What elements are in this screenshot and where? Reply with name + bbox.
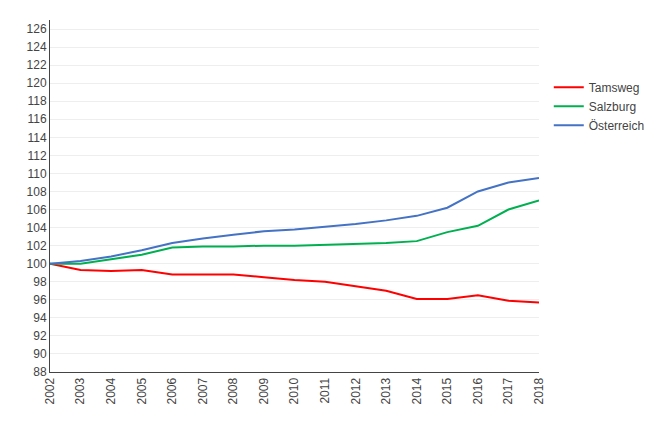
svg-text:Tamsweg: Tamsweg: [589, 81, 640, 95]
svg-text:2012: 2012: [349, 377, 363, 404]
svg-text:2009: 2009: [257, 377, 271, 404]
svg-text:2016: 2016: [471, 377, 485, 404]
svg-text:2003: 2003: [73, 377, 87, 404]
svg-text:96: 96: [33, 293, 47, 307]
svg-text:104: 104: [27, 221, 47, 235]
svg-text:90: 90: [33, 347, 47, 361]
svg-text:124: 124: [27, 40, 47, 54]
svg-text:Österreich: Österreich: [589, 119, 644, 133]
svg-text:120: 120: [27, 76, 47, 90]
svg-text:112: 112: [27, 149, 46, 163]
svg-text:126: 126: [27, 22, 47, 36]
svg-text:2008: 2008: [226, 377, 240, 404]
svg-text:Salzburg: Salzburg: [589, 100, 636, 114]
svg-text:2013: 2013: [379, 377, 393, 404]
svg-text:102: 102: [27, 239, 47, 253]
svg-text:2004: 2004: [104, 377, 118, 404]
svg-text:2011: 2011: [318, 377, 332, 403]
svg-text:2015: 2015: [440, 377, 454, 404]
svg-text:92: 92: [33, 329, 47, 343]
svg-text:122: 122: [27, 58, 47, 72]
svg-text:2014: 2014: [410, 377, 424, 404]
svg-text:2006: 2006: [165, 377, 179, 404]
svg-text:2005: 2005: [135, 377, 149, 404]
svg-text:2017: 2017: [501, 377, 515, 404]
svg-text:2007: 2007: [196, 377, 210, 404]
svg-text:108: 108: [27, 185, 47, 199]
svg-text:94: 94: [33, 311, 47, 325]
svg-text:2002: 2002: [43, 377, 57, 404]
svg-text:98: 98: [33, 275, 47, 289]
svg-text:2018: 2018: [532, 377, 546, 404]
svg-text:2010: 2010: [287, 377, 301, 404]
svg-text:106: 106: [27, 203, 47, 217]
svg-text:114: 114: [27, 131, 46, 145]
svg-text:100: 100: [27, 257, 47, 271]
svg-text:110: 110: [27, 167, 46, 181]
svg-text:88: 88: [33, 365, 47, 379]
svg-text:116: 116: [27, 112, 46, 126]
svg-text:118: 118: [27, 94, 46, 108]
